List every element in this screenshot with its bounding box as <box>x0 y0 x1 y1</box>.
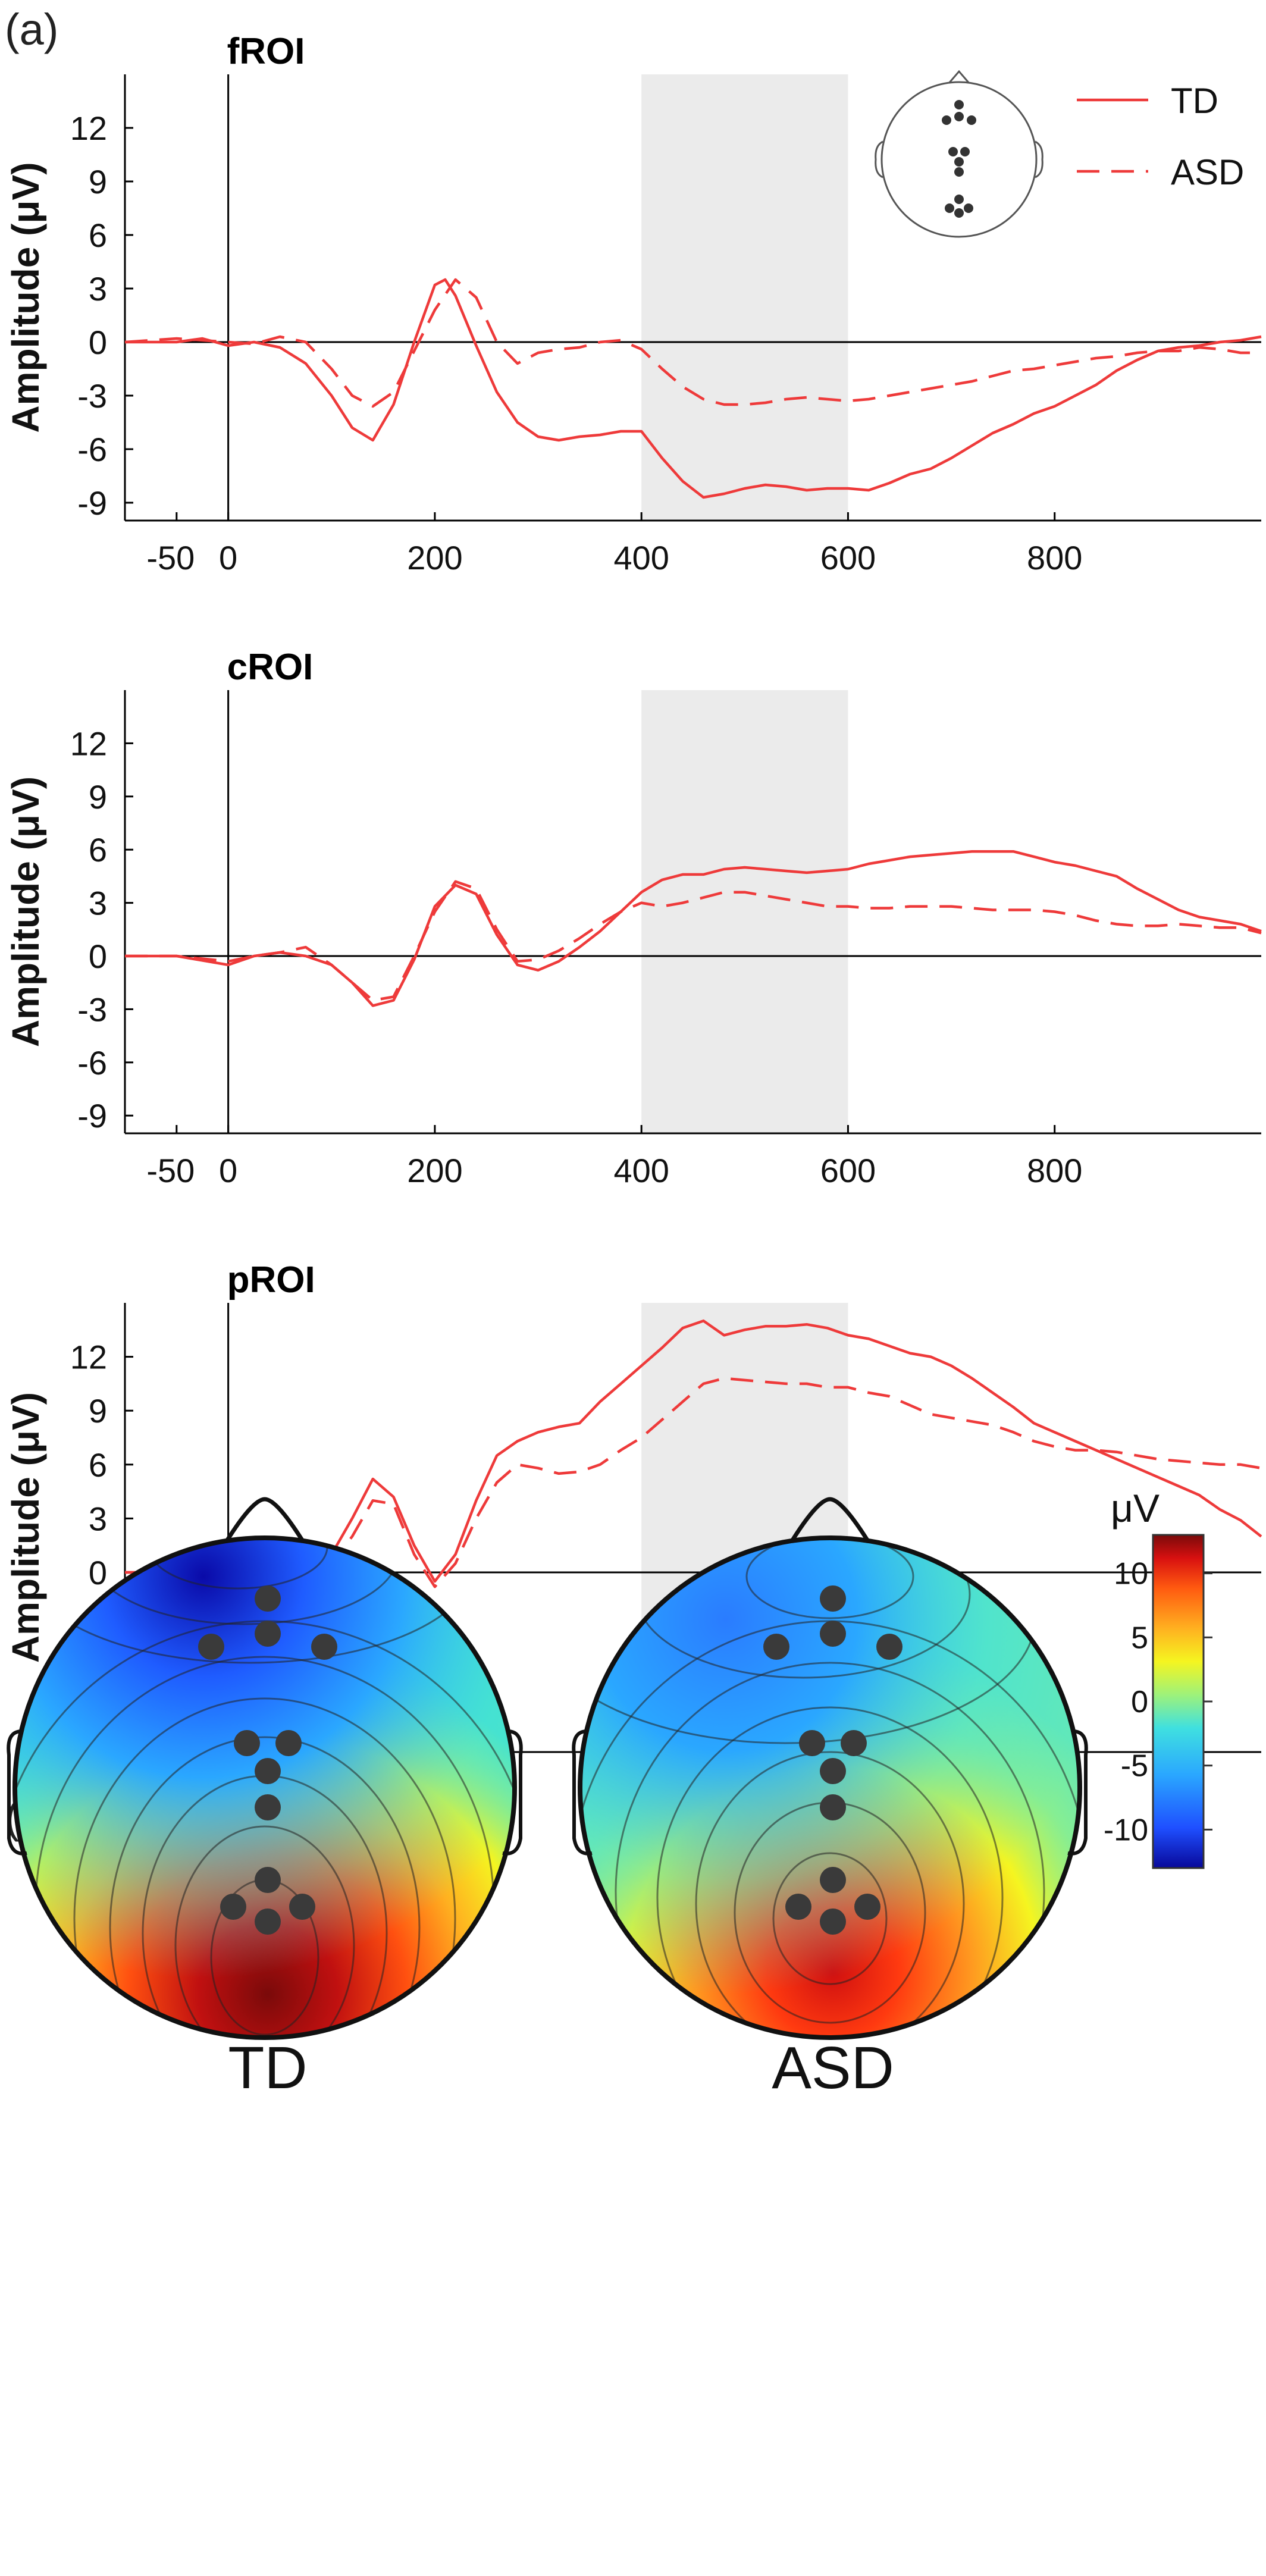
y-tick-label: -3 <box>77 991 107 1028</box>
analysis-window <box>641 74 848 521</box>
series-line-TD <box>125 850 1262 1007</box>
topomap-td-electrodes <box>198 1585 337 1935</box>
colorbar-tick-label: -5 <box>1121 1749 1148 1784</box>
y-tick-label: 12 <box>70 725 107 762</box>
topomap-asd-head-outline <box>578 1535 1082 2040</box>
colorbar-tick-label: 10 <box>1114 1557 1148 1591</box>
x-tick-label: 0 <box>219 1152 237 1189</box>
y-tick-label: 9 <box>89 163 107 200</box>
y-axis-label: Amplitude (μV) <box>4 162 47 433</box>
roi-title: pROI <box>227 1259 315 1300</box>
x-tick-label: 200 <box>407 1152 462 1189</box>
y-axis-label: Amplitude (μV) <box>4 776 47 1047</box>
y-tick-label: 6 <box>89 831 107 869</box>
topomap-td <box>7 1497 523 2040</box>
x-tick-label: 600 <box>820 1152 876 1189</box>
x-tick-label: 600 <box>820 539 876 576</box>
y-tick-label: -9 <box>77 1097 107 1135</box>
legend-label-TD: TD <box>1171 81 1218 121</box>
topomap-asd-right-ear-icon <box>1067 1729 1088 1856</box>
topomap-td-right-ear-icon <box>502 1729 523 1856</box>
y-tick-label: -9 <box>77 484 107 522</box>
electrode-head-inset <box>875 70 1043 238</box>
y-tick-label: -3 <box>77 377 107 415</box>
legend-label-ASD: ASD <box>1171 152 1244 192</box>
analysis-window <box>641 690 848 1133</box>
colorbar: μV 10 5 0 -5 -10 <box>1104 1486 1212 1869</box>
y-tick-label: 3 <box>89 270 107 308</box>
colorbar-gradient <box>1152 1534 1205 1869</box>
y-tick-label: 0 <box>89 1554 107 1591</box>
y-tick-label: 12 <box>70 109 107 147</box>
inset-nose-icon <box>947 70 971 84</box>
topomap-td-nose-icon <box>224 1497 305 1543</box>
y-tick-label: 3 <box>89 885 107 922</box>
roi-title: cROI <box>227 647 314 688</box>
series-line-ASD <box>125 880 1262 1002</box>
colorbar-tick-label: 0 <box>1131 1685 1148 1719</box>
roi-title: fROI <box>227 31 305 72</box>
topomap-asd-nose-icon <box>789 1497 870 1543</box>
colorbar-tick-label: -10 <box>1104 1813 1148 1847</box>
x-tick-label: 200 <box>407 539 462 576</box>
y-tick-label: 6 <box>89 217 107 254</box>
y-tick-label: 6 <box>89 1446 107 1484</box>
series-line-TD <box>125 1319 1262 1583</box>
y-tick-label: 0 <box>89 938 107 975</box>
x-tick-label: 0 <box>219 539 237 576</box>
topomap-asd <box>572 1497 1088 2040</box>
x-tick-label: 400 <box>613 539 669 576</box>
series-line-ASD <box>124 278 1261 408</box>
series-line-ASD <box>125 1377 1262 1588</box>
y-tick-label: -6 <box>77 1044 107 1082</box>
y-tick-label: 9 <box>89 778 107 816</box>
series-line-TD <box>125 278 1262 499</box>
topomap-td-head-outline <box>12 1535 517 2040</box>
legend: TD ASD <box>1077 81 1244 192</box>
colorbar-title: μV <box>1111 1486 1160 1530</box>
chart-fROI: 12 9 6 3 0 -3 -6 -9 -50 0 200 400 600 800 fROI Amplitud… <box>4 31 1262 576</box>
topomap-td-label: TD <box>228 2035 307 2101</box>
topomap-asd-electrodes <box>763 1585 903 1935</box>
x-tick-label: -50 <box>146 1152 195 1189</box>
inset-right-ear-icon <box>1035 140 1043 178</box>
y-tick-label: 0 <box>89 324 107 361</box>
x-tick-label: -50 <box>146 539 195 576</box>
inset-left-ear-icon <box>875 140 883 178</box>
topomap-asd-label: ASD <box>772 2035 894 2101</box>
colorbar-tick-label: 5 <box>1131 1621 1148 1655</box>
y-tick-label: 12 <box>70 1339 107 1376</box>
y-tick-label: -6 <box>77 431 107 468</box>
x-tick-label: 400 <box>613 1152 669 1189</box>
y-tick-label: 3 <box>89 1500 107 1537</box>
topomap-td-left-ear-icon <box>7 1729 27 1856</box>
y-tick-label: 9 <box>89 1392 107 1430</box>
x-tick-label: 800 <box>1027 539 1082 576</box>
topomap-asd-left-ear-icon <box>572 1729 593 1856</box>
x-tick-label: 800 <box>1027 1152 1082 1189</box>
chart-cROI: 12 9 6 3 0 -3 -6 -9 -50 0 200 400 600 800 cROI Amplitud… <box>4 647 1262 1189</box>
y-axis-label: Amplitude (μV) <box>4 1392 47 1663</box>
panel-a-label: (a) <box>5 5 58 54</box>
